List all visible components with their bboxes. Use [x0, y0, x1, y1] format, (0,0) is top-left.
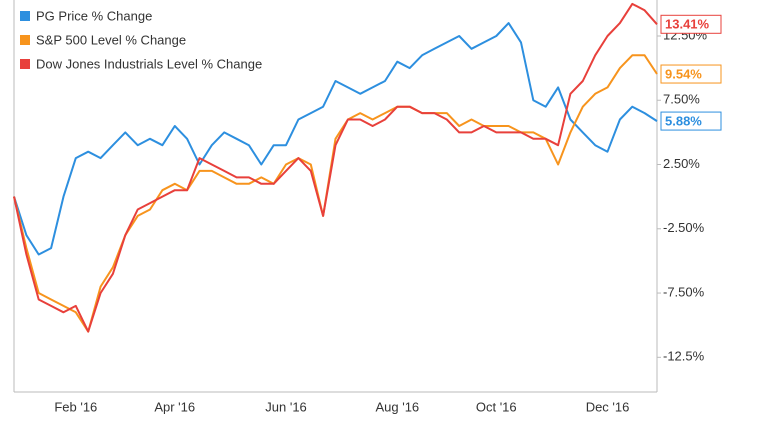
value-label-box: [660, 14, 722, 34]
legend-label: PG Price % Change: [36, 8, 152, 23]
series-line: [13, 54, 658, 333]
y-tick-label: -7.50%: [663, 284, 705, 299]
value-label: 9.54%: [665, 66, 702, 81]
series-line: [13, 2, 658, 333]
legend-label: Dow Jones Industrials Level % Change: [36, 56, 262, 71]
y-tick-label: 7.50%: [663, 92, 700, 107]
x-tick-label: Jun '16: [265, 399, 307, 414]
value-label-box: [660, 111, 722, 131]
value-label: 13.41%: [665, 17, 710, 32]
legend-swatch: [20, 35, 30, 45]
value-label-box: [660, 64, 722, 84]
x-tick-label: Dec '16: [586, 399, 630, 414]
x-tick-label: Aug '16: [375, 399, 419, 414]
x-tick-label: Feb '16: [54, 399, 97, 414]
value-label: 5.88%: [665, 114, 702, 129]
legend-swatch: [20, 59, 30, 69]
series-line: [13, 22, 658, 256]
legend-swatch: [20, 11, 30, 21]
x-tick-label: Apr '16: [154, 399, 195, 414]
y-tick-label: -2.50%: [663, 220, 705, 235]
y-tick-label: 2.50%: [663, 156, 700, 171]
y-tick-label: -12.5%: [663, 349, 705, 364]
legend-label: S&P 500 Level % Change: [36, 32, 186, 47]
x-tick-label: Oct '16: [476, 399, 517, 414]
